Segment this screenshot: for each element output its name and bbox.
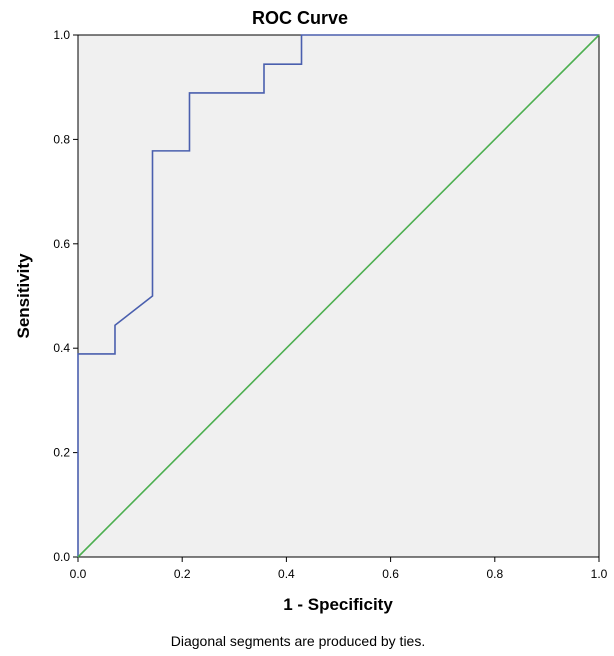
x-tick-label: 0.2 — [174, 567, 191, 581]
x-tick-label: 0.6 — [382, 567, 399, 581]
x-tick-label: 0.4 — [278, 567, 295, 581]
y-axis-ticks: 0.0 0.2 0.4 0.6 0.8 1.0 — [53, 28, 78, 564]
x-tick-label: 1.0 — [591, 567, 608, 581]
y-tick-label: 0.2 — [53, 446, 70, 460]
x-tick-label: 0.0 — [70, 567, 87, 581]
y-tick-label: 0.0 — [53, 550, 70, 564]
reference-diagonal-line — [77, 34, 600, 558]
y-axis-label: Sensitivity — [14, 253, 33, 339]
series-layer — [77, 34, 600, 558]
y-tick-label: 0.8 — [53, 132, 70, 146]
chart-footnote: Diagonal segments are produced by ties. — [171, 633, 425, 649]
x-axis-label: 1 - Specificity — [283, 595, 393, 614]
x-axis-ticks: 0.0 0.2 0.4 0.6 0.8 1.0 — [70, 557, 608, 581]
roc-curve-line — [77, 34, 599, 557]
y-tick-label: 1.0 — [53, 28, 70, 42]
y-tick-label: 0.4 — [53, 341, 70, 355]
chart-title: ROC Curve — [252, 8, 348, 28]
y-tick-label: 0.6 — [53, 237, 70, 251]
x-tick-label: 0.8 — [486, 567, 503, 581]
